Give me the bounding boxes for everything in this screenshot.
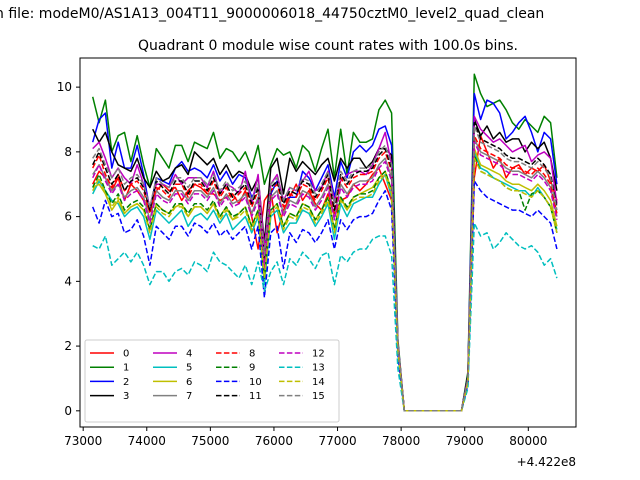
- x-tick-label: 74000: [128, 434, 166, 448]
- legend-box: [84, 339, 340, 423]
- chart-title: Quadrant 0 module wise count rates with …: [138, 38, 518, 54]
- series-line-8: [92, 134, 558, 412]
- x-tick-label: 75000: [191, 434, 229, 448]
- figure-suptitle: n file: modeM0/AS1A13_004T11_9000006018_…: [0, 6, 544, 22]
- y-tick-label: 4: [64, 274, 72, 288]
- x-axis-offset-label: +4.422e8: [517, 455, 576, 469]
- legend-label-3: 3: [123, 391, 129, 402]
- legend-label-11: 11: [249, 391, 262, 402]
- x-tick-label: 80000: [509, 434, 547, 448]
- legend-label-4: 4: [186, 349, 192, 360]
- legend-label-13: 13: [312, 363, 325, 374]
- series-line-2: [91, 92, 558, 412]
- x-tick-label: 78000: [382, 434, 420, 448]
- legend-label-0: 0: [123, 349, 129, 360]
- series-line-7: [92, 138, 558, 412]
- y-tick-label: 8: [64, 145, 72, 159]
- legend-label-14: 14: [312, 377, 325, 388]
- legend-label-6: 6: [186, 377, 192, 388]
- legend-label-7: 7: [186, 391, 192, 402]
- series-line-1: [91, 73, 558, 412]
- series-line-4: [92, 115, 558, 412]
- y-tick-label: 2: [64, 339, 72, 353]
- legend-label-9: 9: [249, 363, 255, 374]
- series-line-11: [92, 121, 558, 412]
- legend-label-10: 10: [249, 377, 262, 388]
- legend-label-1: 1: [123, 363, 129, 374]
- x-tick-label: 77000: [318, 434, 356, 448]
- y-tick-label: 0: [64, 404, 72, 418]
- x-tick-label: 79000: [446, 434, 484, 448]
- series-line-3: [92, 118, 558, 412]
- x-tick-label: 73000: [64, 434, 102, 448]
- series-line-12: [92, 141, 558, 412]
- y-tick-label: 10: [57, 80, 72, 94]
- legend-label-15: 15: [312, 391, 325, 402]
- y-axis: 0 2 4 6 8 10: [57, 80, 80, 418]
- legend-label-8: 8: [249, 349, 255, 360]
- series-line-14: [92, 157, 558, 412]
- axes-frame: [79, 57, 577, 428]
- x-axis: 73000 74000 75000 76000 77000 78000 79000 80000: [64, 427, 547, 448]
- legend-label-5: 5: [186, 363, 192, 374]
- legend-label-12: 12: [312, 349, 325, 360]
- series-line-5: [92, 151, 558, 412]
- series-layer: [91, 73, 558, 412]
- x-tick-label: 76000: [255, 434, 293, 448]
- y-tick-label: 6: [64, 210, 72, 224]
- series-line-10: [92, 180, 558, 412]
- legend-label-2: 2: [123, 377, 129, 388]
- plot-area: [79, 57, 577, 428]
- series-line-13: [92, 222, 558, 412]
